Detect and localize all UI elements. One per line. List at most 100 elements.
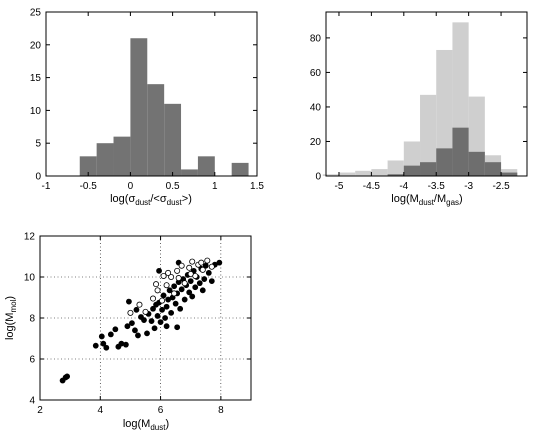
scatter-point-open: [160, 272, 167, 279]
y-tick-label: 20: [310, 137, 322, 148]
scatter-point-open: [150, 295, 157, 302]
histogram-bar: [113, 136, 131, 176]
x-tick-label: -2.5: [492, 181, 510, 192]
scatter-point-filled: [133, 306, 140, 313]
scatter-point-filled: [177, 305, 184, 312]
scatter-point-open: [136, 301, 143, 308]
histogram-bar: [355, 170, 372, 176]
y-tick-label: 12: [24, 232, 36, 243]
histogram-bar: [197, 156, 215, 176]
scatter-point-filled: [92, 342, 99, 349]
scatter-point-filled: [201, 276, 208, 282]
scatter-point-filled: [126, 298, 132, 305]
sigma-histogram-bars: [79, 38, 249, 176]
x-tick-label: -1: [42, 181, 51, 192]
scatter-point-filled: [196, 280, 203, 287]
scatter-point-filled: [159, 306, 165, 313]
sigma-histogram-frame: [45, 11, 258, 177]
dust-to-gas-histogram: -5 -4.5 -4 -3.5 -3 -2.5 0 20 40 60 80 log(Mdust/Mg…: [310, 11, 528, 207]
y-tick-label: 25: [30, 8, 42, 19]
scatter-point-filled: [162, 315, 168, 321]
histogram-bar: [164, 103, 182, 176]
scatter-point-filled: [187, 278, 194, 284]
histogram-bar: [436, 148, 453, 176]
x-tick-label: 0: [128, 181, 134, 192]
y-tick-label: 40: [310, 102, 322, 113]
x-tick-label: -4: [399, 181, 408, 192]
scatter-point-open: [127, 309, 134, 316]
scatter-point-filled: [124, 323, 131, 330]
scatter-point-open: [165, 269, 172, 276]
scatter-point-filled: [151, 325, 158, 332]
x-tick-label: -0.5: [80, 181, 98, 192]
scatter-point-filled: [172, 300, 179, 307]
scatter-point-filled: [100, 340, 107, 347]
scatter-points: [59, 257, 223, 384]
sigma-histogram-xlabel: log(σdust/<σdust>): [110, 193, 192, 207]
y-tick-label: 20: [30, 40, 42, 51]
histogram-bar: [371, 169, 388, 176]
dust-to-gas-histogram-ticks: -5 -4.5 -4 -3.5 -3 -2.5 0 20 40 60 80: [310, 12, 527, 192]
histogram-bar: [420, 162, 437, 176]
y-tick-label: 80: [310, 33, 322, 44]
scatter-point-open: [154, 287, 161, 294]
histogram-bar: [387, 174, 404, 176]
histogram-bar: [96, 143, 114, 176]
histogram-bar: [130, 38, 148, 176]
scatter-point-filled: [205, 269, 212, 276]
scatter-point-filled: [192, 284, 199, 291]
histogram-bar: [338, 172, 356, 176]
scatter-ylabel: log(Mmol): [4, 296, 18, 340]
histogram-bar: [484, 162, 502, 176]
scatter-point-open: [171, 290, 178, 297]
y-tick-label: 5: [35, 139, 41, 150]
scatter-point-filled: [135, 332, 141, 339]
y-tick-label: 6: [29, 355, 35, 366]
scatter-xlabel: log(Mdust): [123, 418, 169, 432]
scatter-point-filled: [144, 330, 150, 337]
scatter-point-open: [168, 273, 175, 280]
x-tick-label: -4.5: [363, 181, 381, 192]
sigma-histogram-ticks: -1 -0.5 0 0.5 1 1.5 0 5 10 15 20 25: [30, 8, 265, 193]
scatter-point-filled: [189, 293, 196, 300]
scatter-point-open: [198, 259, 205, 266]
y-tick-label: 0: [35, 172, 41, 183]
scatter-point-filled: [132, 327, 138, 334]
y-tick-label: 60: [310, 68, 322, 79]
scatter-point-open: [153, 281, 160, 288]
scatter-point-open: [142, 308, 149, 315]
scatter-point-filled: [199, 287, 206, 294]
scatter-point-filled: [181, 296, 188, 303]
x-tick-label: 2: [37, 405, 43, 416]
scatter-point-filled: [168, 309, 175, 316]
scatter-point-filled: [178, 286, 185, 293]
scatter-point-open: [204, 257, 211, 264]
scatter-point-open: [175, 275, 182, 282]
scatter-point-filled: [160, 292, 167, 299]
dust-to-gas-histogram-xlabel: log(Mdust/Mgas): [391, 193, 462, 207]
scatter-point-filled: [216, 259, 223, 266]
scatter-point-filled: [112, 326, 119, 333]
scatter-point-filled: [208, 278, 215, 284]
scatter-point-open: [208, 263, 215, 270]
scatter-point-filled: [154, 313, 161, 319]
x-tick-label: 4: [98, 405, 104, 416]
scatter-point-open: [199, 266, 206, 273]
histogram-bar: [181, 169, 198, 176]
scatter-point-filled: [64, 373, 71, 380]
scatter-point-open: [163, 282, 170, 289]
dust-to-gas-histogram-bars: [322, 22, 518, 177]
x-tick-label: 1: [212, 181, 218, 192]
scatter-point-filled: [163, 303, 170, 310]
histogram-bar: [79, 156, 97, 176]
dust-to-gas-histogram-frame: [325, 11, 528, 177]
scatter-point-filled: [98, 333, 105, 340]
scatter-point-open: [174, 267, 181, 274]
y-tick-label: 4: [29, 396, 35, 407]
histogram-bar: [403, 165, 421, 176]
histogram-bar: [452, 127, 469, 176]
histogram-bar: [501, 172, 518, 176]
y-tick-label: 15: [30, 73, 42, 84]
